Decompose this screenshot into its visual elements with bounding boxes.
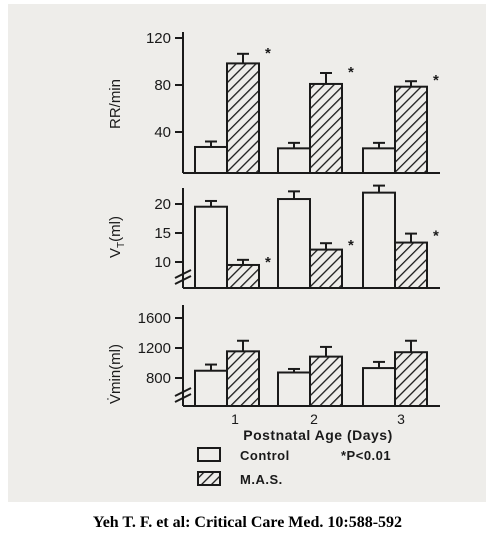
x-tick-label: 3 — [397, 411, 405, 427]
y-axis-title-main: V — [107, 248, 124, 258]
y-tick-label: 10 — [154, 254, 171, 271]
chart-panel-1: 40 80 120 RR/min * * * — [107, 30, 440, 175]
legend-swatch-mas — [197, 471, 221, 486]
y-axis-title: VT(ml) — [107, 216, 127, 258]
bar-control — [277, 198, 311, 289]
bar-mas — [394, 241, 428, 289]
legend-significance-note: *P<0.01 — [341, 448, 391, 463]
y-tick-label: 15 — [154, 225, 171, 242]
bar-mas — [394, 85, 428, 174]
bar-mas — [309, 355, 343, 408]
bar-mas — [309, 82, 343, 174]
axis-break-mark — [174, 269, 192, 279]
bar-control — [362, 191, 396, 289]
bar-mas — [226, 62, 260, 174]
y-axis-title-rest: (ml) — [107, 216, 124, 242]
axis-break-mark — [174, 275, 192, 285]
significance-marker: * — [265, 45, 271, 62]
y-axis-title: V̇min(ml) — [107, 344, 124, 404]
y-tick-label: 1600 — [138, 310, 171, 327]
y-tick-label: 20 — [154, 196, 171, 213]
chart-panel-2: 10 15 20 VT(ml) * * * — [107, 184, 440, 290]
significance-marker: * — [433, 72, 439, 89]
significance-marker: * — [348, 237, 354, 254]
bar-mas — [226, 350, 260, 407]
figure-caption: Yeh T. F. et al: Critical Care Med. 10:5… — [92, 514, 403, 531]
bar-mas — [309, 248, 343, 290]
axis-break-mark — [174, 387, 192, 397]
chart-panel-3: 800 1200 1600 V̇min(ml) — [107, 305, 440, 408]
x-tick-label: 2 — [310, 411, 318, 427]
bar-control — [194, 145, 228, 175]
chart-marks: 40 80 120 RR/min * * * 10 15 20 VT(ml) * * * 800 1200 16… — [107, 30, 440, 408]
bar-control — [194, 369, 228, 407]
significance-marker: * — [348, 64, 354, 81]
bar-control — [277, 371, 311, 407]
axis-break-mark — [174, 393, 192, 403]
significance-marker: * — [433, 228, 439, 245]
y-tick-label: 80 — [154, 77, 171, 94]
y-tick-label: 40 — [154, 124, 171, 141]
x-tick-label: 1 — [231, 411, 239, 427]
figure-panel: 40 80 120 RR/min * * * 10 15 20 VT(ml) * * * 800 1200 16… — [8, 4, 486, 502]
x-axis-title: Postnatal Age (Days) — [243, 427, 393, 443]
legend-label-control: Control — [240, 448, 290, 463]
legend-swatch-control — [197, 447, 221, 462]
y-tick-label: 1200 — [138, 340, 171, 357]
significance-marker: * — [265, 254, 271, 271]
bar-control — [362, 367, 396, 407]
legend-label-mas: M.A.S. — [240, 472, 283, 487]
y-tick-label: 120 — [146, 30, 171, 47]
bar-control — [277, 147, 311, 174]
y-axis-title-subscript: T — [116, 242, 127, 248]
y-tick-label: 800 — [146, 370, 171, 387]
bar-mas — [226, 263, 260, 289]
bar-mas — [394, 351, 428, 407]
bar-control — [194, 205, 228, 289]
bar-control — [362, 147, 396, 174]
bar-chart-figure: 40 80 120 RR/min * * * 10 15 20 VT(ml) * * * 800 1200 16… — [107, 30, 440, 487]
y-axis-title: RR/min — [107, 79, 124, 129]
